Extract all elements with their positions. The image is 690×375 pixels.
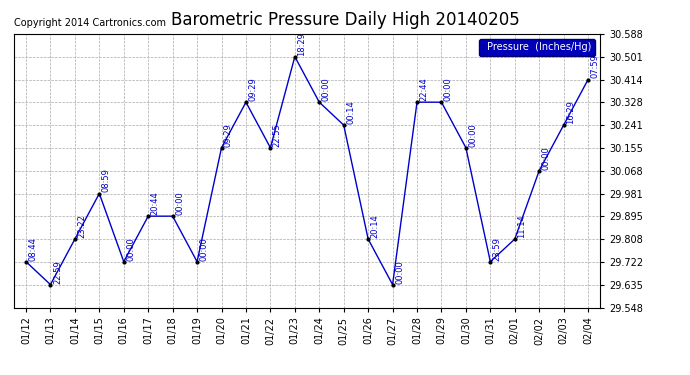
Text: 09:29: 09:29 [248,77,257,101]
Text: 20:14: 20:14 [371,214,380,238]
Text: 00:00: 00:00 [469,123,477,147]
Text: Barometric Pressure Daily High 20140205: Barometric Pressure Daily High 20140205 [170,11,520,29]
Text: 22:55: 22:55 [273,123,282,147]
Text: 00:00: 00:00 [126,237,135,261]
Text: 18:29: 18:29 [297,32,306,56]
Text: 00:00: 00:00 [542,146,551,170]
Text: 22:59: 22:59 [53,260,62,284]
Text: 00:00: 00:00 [175,191,184,215]
Text: 08:44: 08:44 [28,237,37,261]
Text: 11:14: 11:14 [518,214,526,238]
Text: 00:00: 00:00 [199,237,208,261]
Text: 00:00: 00:00 [322,77,331,101]
Text: 23:59: 23:59 [493,237,502,261]
Text: 00:14: 00:14 [346,100,355,124]
Text: 07:59: 07:59 [591,55,600,78]
Text: 22:44: 22:44 [420,77,428,101]
Text: 09:29: 09:29 [224,123,233,147]
Text: Copyright 2014 Cartronics.com: Copyright 2014 Cartronics.com [14,18,166,28]
Text: 16:29: 16:29 [566,100,575,124]
Text: 08:59: 08:59 [102,169,111,192]
Text: 20:44: 20:44 [150,191,159,215]
Text: 23:22: 23:22 [77,214,86,238]
Text: 00:00: 00:00 [444,77,453,101]
Text: 00:00: 00:00 [395,260,404,284]
Legend: Pressure  (Inches/Hg): Pressure (Inches/Hg) [480,39,595,56]
